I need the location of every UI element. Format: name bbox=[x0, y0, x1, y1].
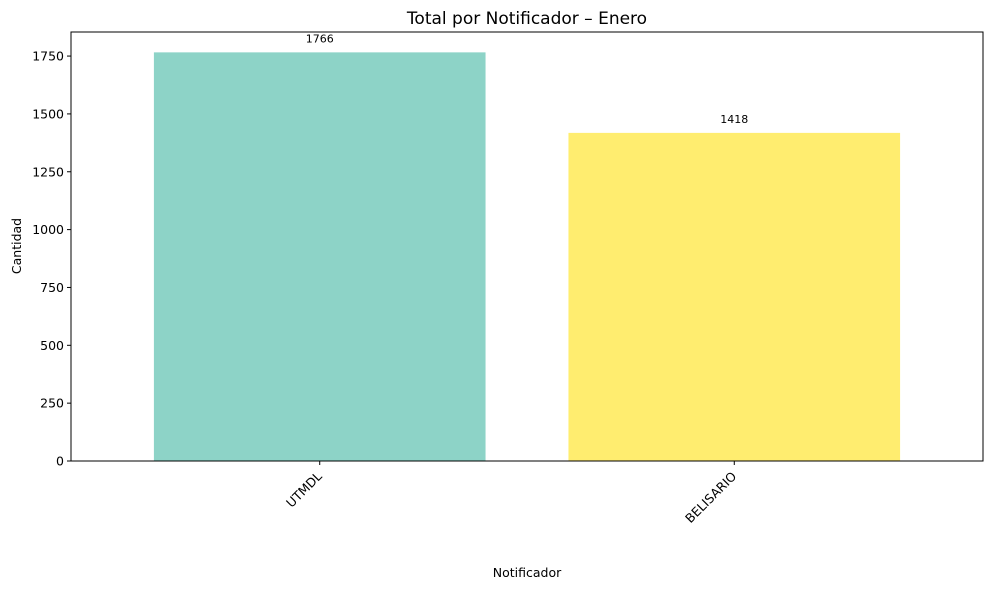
x-tick-label-utmdl: UTMDL bbox=[283, 468, 325, 510]
bar-belisario bbox=[568, 132, 901, 462]
plot-frame bbox=[70, 31, 984, 462]
plot-area: 1766 1418 bbox=[153, 32, 901, 462]
y-axis-label: Cantidad bbox=[9, 218, 24, 274]
y-tick-label: 1000 bbox=[32, 222, 64, 237]
y-tick-label: 250 bbox=[40, 396, 64, 411]
x-tick-label-belisario: BELISARIO bbox=[682, 468, 739, 525]
y-tick-label: 0 bbox=[56, 454, 64, 469]
y-tick-label: 1750 bbox=[32, 49, 64, 64]
y-tick-label: 500 bbox=[40, 338, 64, 353]
y-tick-label: 1250 bbox=[32, 164, 64, 179]
data-label-utmdl: 1766 bbox=[306, 32, 334, 45]
y-tick-label: 1500 bbox=[32, 106, 64, 121]
bar-utmdl bbox=[153, 52, 486, 462]
y-tick-label: 750 bbox=[40, 280, 64, 295]
chart-title: Total por Notificador – Enero bbox=[406, 9, 647, 29]
x-axis-label: Notificador bbox=[493, 565, 562, 580]
data-label-belisario: 1418 bbox=[720, 113, 748, 126]
